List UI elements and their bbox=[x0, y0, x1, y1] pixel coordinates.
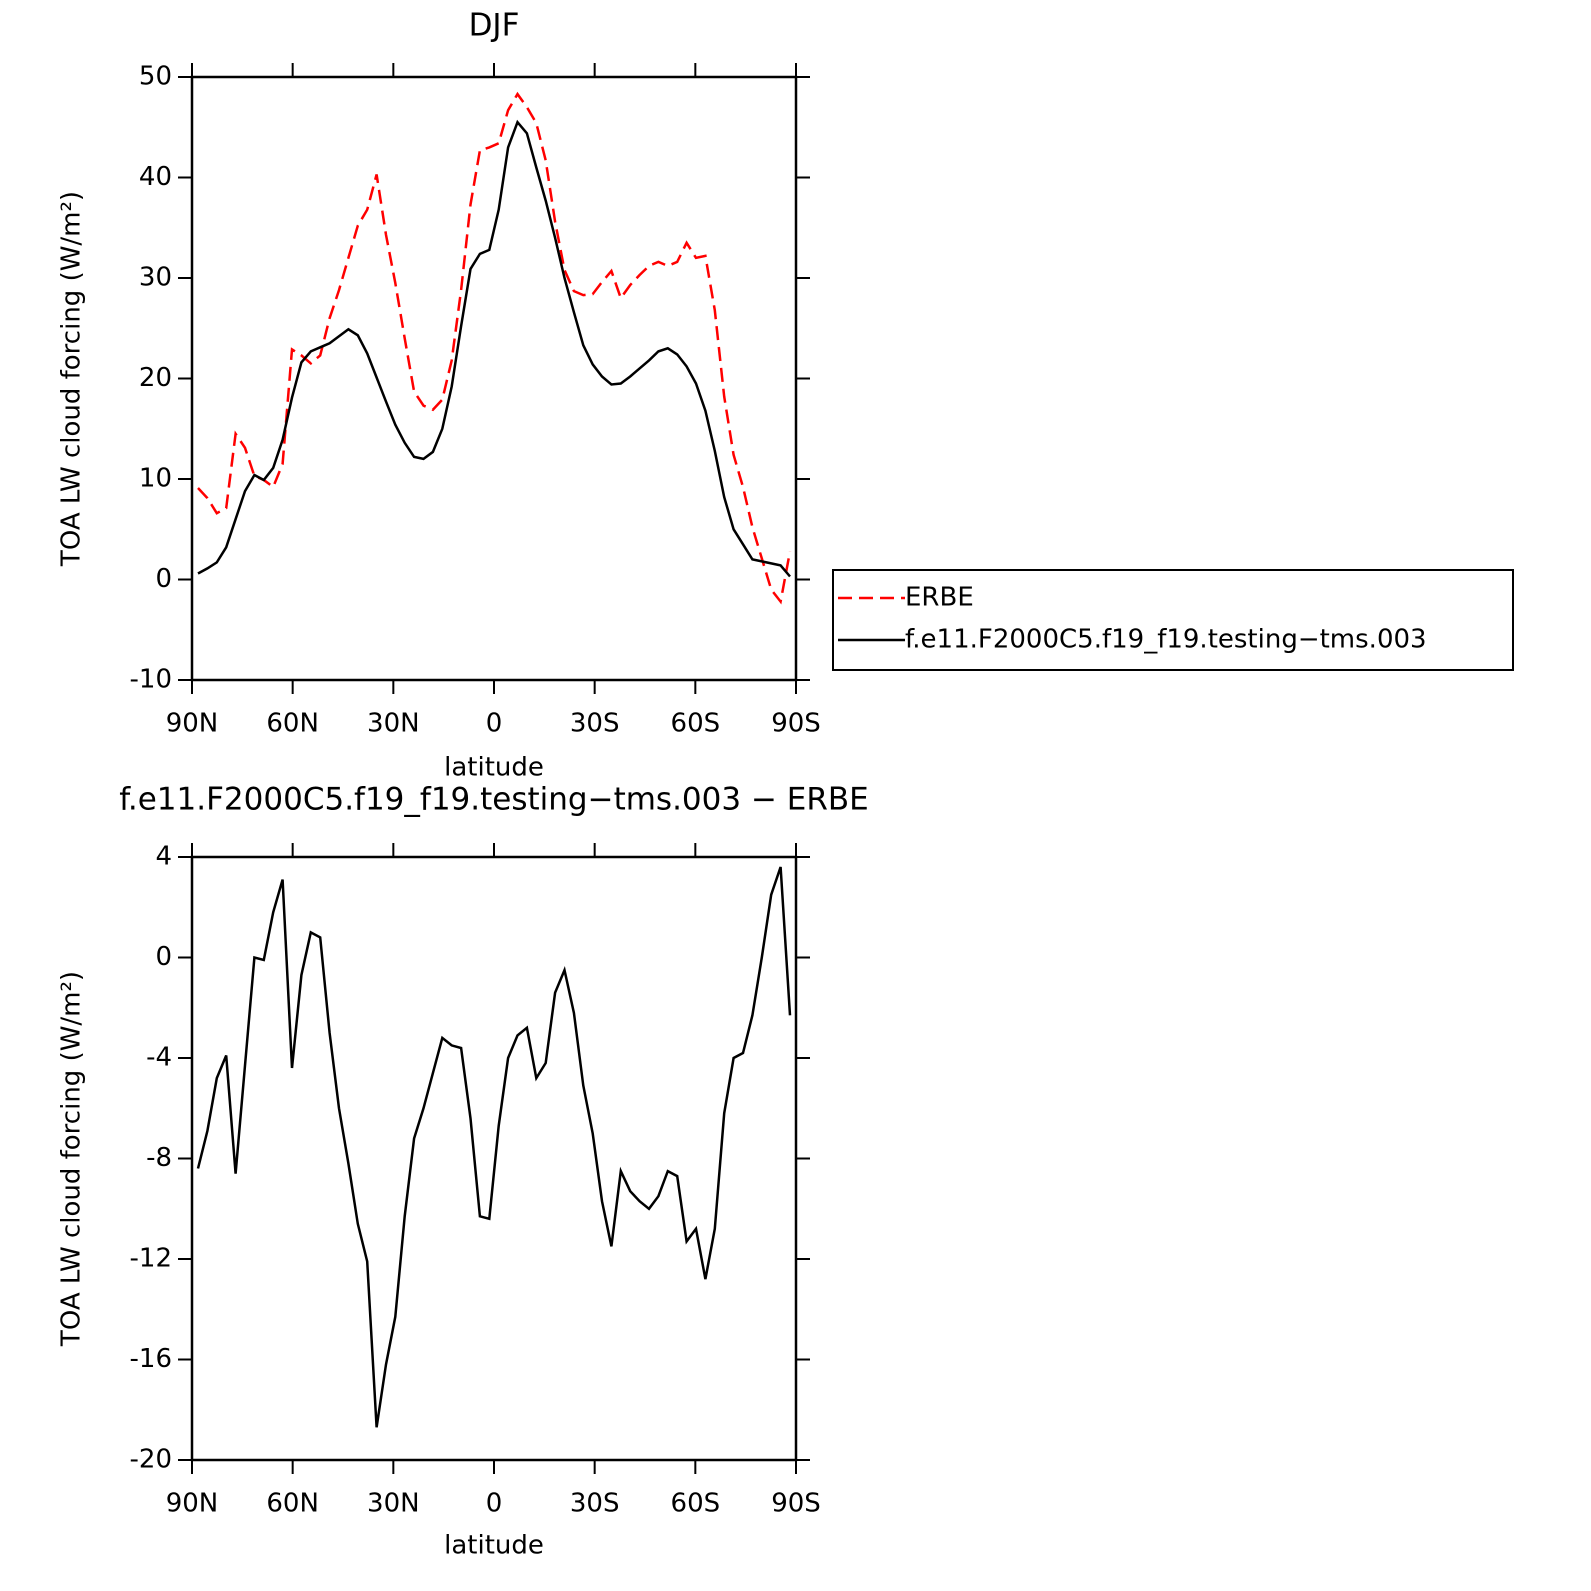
x-axis-label: latitude bbox=[444, 753, 544, 783]
data-line bbox=[196, 866, 792, 1428]
y-tick-label: -10 bbox=[130, 665, 172, 695]
data-line bbox=[197, 119, 791, 578]
x-tick-label: 30N bbox=[367, 709, 420, 739]
x-tick-label: 90S bbox=[771, 1489, 821, 1519]
y-tick-label: -20 bbox=[130, 1445, 172, 1475]
chart-title: DJF bbox=[469, 8, 520, 44]
y-tick-label: -16 bbox=[130, 1344, 172, 1374]
x-tick-label: 90S bbox=[771, 709, 821, 739]
x-tick-label: 0 bbox=[486, 1489, 503, 1519]
x-tick-label: 30S bbox=[570, 709, 620, 739]
legend-box bbox=[832, 569, 1514, 671]
y-tick-label: 30 bbox=[139, 263, 172, 293]
x-tick-label: 30N bbox=[367, 1489, 420, 1519]
legend-label: ERBE bbox=[905, 583, 974, 613]
y-tick-label: 0 bbox=[155, 942, 172, 972]
data-line bbox=[197, 91, 792, 605]
x-tick-label: 60N bbox=[266, 709, 319, 739]
chart-title: f.e11.F2000C5.f19_f19.testing−tms.003 − … bbox=[119, 782, 869, 818]
y-tick-label: -8 bbox=[146, 1143, 172, 1173]
legend-label: f.e11.F2000C5.f19_f19.testing−tms.003 bbox=[905, 625, 1427, 655]
plot-frame bbox=[190, 855, 798, 1462]
x-tick-label: 90N bbox=[166, 1489, 219, 1519]
x-tick-label: 60S bbox=[671, 1489, 721, 1519]
x-tick-label: 60N bbox=[266, 1489, 319, 1519]
y-tick-label: 20 bbox=[139, 363, 172, 393]
x-tick-label: 0 bbox=[486, 709, 503, 739]
y-tick-label: 50 bbox=[139, 62, 172, 92]
y-tick-label: 4 bbox=[155, 842, 172, 872]
y-tick-label: -4 bbox=[146, 1043, 172, 1073]
plot-frame bbox=[190, 75, 798, 682]
y-tick-label: 10 bbox=[139, 464, 172, 494]
y-tick-label: 40 bbox=[139, 162, 172, 192]
y-tick-label: -12 bbox=[130, 1244, 172, 1274]
x-tick-label: 30S bbox=[570, 1489, 620, 1519]
x-tick-label: 90N bbox=[166, 709, 219, 739]
y-tick-label: 0 bbox=[155, 564, 172, 594]
y-axis-label: TOA LW cloud forcing (W/m²) bbox=[57, 191, 87, 567]
y-axis-label: TOA LW cloud forcing (W/m²) bbox=[57, 971, 87, 1347]
x-tick-label: 60S bbox=[671, 709, 721, 739]
x-axis-label: latitude bbox=[444, 1531, 544, 1561]
